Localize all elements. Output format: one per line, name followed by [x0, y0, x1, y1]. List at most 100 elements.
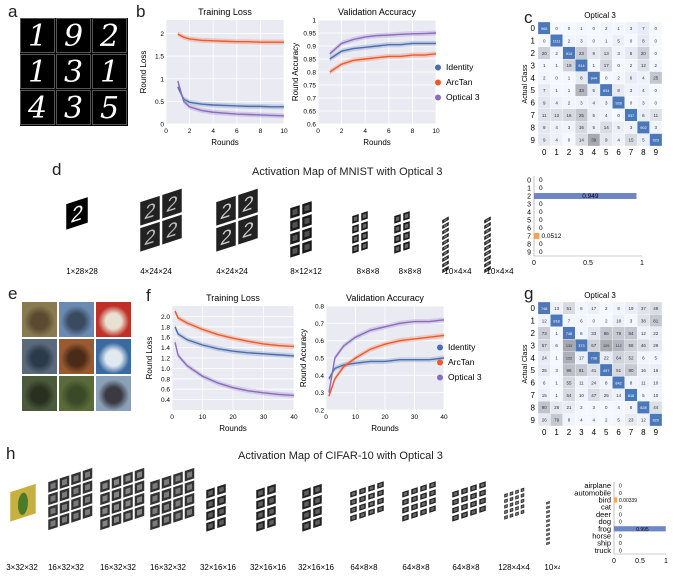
matrix-value: 12 [641, 63, 647, 68]
matrix-value: 23 [579, 51, 585, 56]
tile-pattern [137, 471, 142, 479]
activation-tile [478, 504, 487, 514]
activation-stack [441, 215, 450, 274]
activation-dimension-label: 16×32×32 [48, 563, 85, 572]
activation-tile [483, 254, 492, 263]
activation-tile [410, 486, 419, 496]
tile-pattern [351, 499, 356, 504]
row-label: 1 [531, 37, 536, 46]
mnist-activation-title: Activation Map of MNIST with Optical 3 [252, 166, 443, 178]
activation-tile [503, 508, 509, 515]
activation-tile [376, 480, 385, 490]
tile-frame [161, 188, 183, 220]
tile-pattern [269, 508, 274, 515]
activation-tile: 2 [65, 196, 89, 231]
matrix-value: 6 [630, 76, 633, 81]
tile-pattern [360, 496, 365, 502]
column-label: 9 [654, 428, 659, 437]
matrix-value: 8 [617, 88, 620, 93]
bar-value-label: 0 [619, 505, 622, 511]
activation-dimension-label: 32×16×16 [298, 563, 335, 572]
bar-category-label: 9 [527, 250, 531, 257]
activation-tile [149, 515, 161, 531]
activation-tile [503, 503, 509, 510]
tile-frame [139, 221, 161, 253]
bar-category-label: bird [598, 496, 611, 505]
x-tick-label: 0.5 [635, 558, 645, 565]
matrix-value: 1 [555, 331, 558, 336]
matrix-value: 8 [630, 380, 633, 385]
mnist-digit-cell: 1 [92, 54, 127, 90]
matrix-cell [649, 133, 663, 147]
activation-tile [312, 483, 323, 496]
tile-pattern [62, 491, 67, 499]
matrix-value: 52 [628, 356, 634, 361]
activation-tile [545, 509, 551, 515]
matrix-value: 8 [605, 380, 608, 385]
matrix-value: 9 [543, 100, 546, 105]
activation-tile [99, 478, 111, 494]
activation-stack [393, 210, 411, 255]
y-tick-label: 0.9 [307, 44, 316, 51]
matrix-value: 4 [555, 100, 558, 105]
activation-tile [441, 226, 450, 236]
matrix-value: 8 [630, 405, 633, 410]
tile-pattern [403, 491, 408, 496]
matrix-value: 0 [555, 76, 558, 81]
tile-glyph: 2 [166, 218, 178, 243]
activation-stack [401, 480, 437, 523]
tile-pattern [269, 497, 274, 504]
matrix-value: 914 [566, 52, 572, 56]
matrix-value: 6 [555, 343, 558, 348]
activation-tile [122, 470, 134, 486]
column-label: 2 [567, 428, 572, 437]
tile-pattern [152, 494, 158, 502]
tile-pattern [269, 486, 274, 493]
tile-pattern [85, 508, 90, 516]
activation-tile [514, 494, 520, 501]
series-line [174, 326, 295, 357]
x-tick-label: 0 [612, 558, 616, 565]
activation-tile [410, 494, 419, 504]
matrix-value: 11 [579, 380, 584, 385]
activation-tile [358, 510, 367, 520]
y-axis-label: Round Accuracy [300, 329, 308, 387]
tile-pattern [510, 503, 513, 506]
tile-pattern [304, 490, 309, 497]
activation-stack [149, 467, 195, 531]
matrix-value: 5 [642, 138, 645, 143]
bar-category-label: dog [598, 517, 611, 526]
row-label: 1 [531, 317, 536, 326]
y-tick-label: 1.8 [161, 324, 170, 331]
activation-tile [205, 519, 216, 533]
matrix-value: 5 [642, 393, 645, 398]
tile-pattern [369, 501, 374, 507]
activation-dimension-label: 32×16×16 [250, 563, 287, 572]
tile-pattern [443, 223, 448, 228]
tile-pattern [315, 508, 320, 515]
panel-label-g: g [524, 284, 534, 303]
activation-tile [428, 496, 437, 506]
activation-tile [520, 492, 525, 499]
tile-pattern [480, 483, 485, 488]
matrix-value: 73 [542, 331, 548, 336]
matrix-value: 7 [568, 318, 571, 323]
matrix-value: 51 [566, 306, 572, 311]
tile-pattern [421, 493, 426, 499]
tile-pattern [505, 494, 507, 497]
activation-tile: 2 [237, 214, 259, 246]
matrix-value: 24 [542, 356, 548, 361]
row-label: 3 [531, 61, 536, 70]
tile-pattern [462, 512, 467, 518]
activation-tile [59, 474, 70, 490]
matrix-value: 24 [591, 380, 597, 385]
bar-value-label: 0 [619, 491, 622, 497]
tile-pattern [114, 491, 119, 499]
bar [614, 526, 666, 532]
y-axis-label: Round Accuracy [292, 43, 300, 101]
bar-value-label: 0.0512 [542, 233, 562, 240]
tile-pattern [369, 493, 374, 499]
series-line [328, 319, 445, 393]
bar-value-label: 0 [539, 209, 543, 216]
